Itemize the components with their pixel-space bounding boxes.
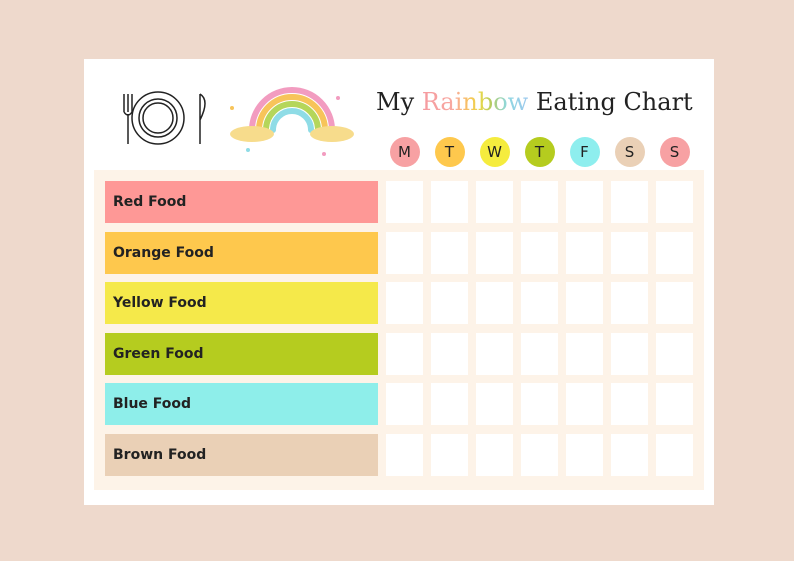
- day-circle: S: [614, 137, 645, 167]
- check-cell: [611, 231, 648, 274]
- header-illustration: [123, 87, 354, 156]
- title-prefix: My: [376, 88, 415, 116]
- check-cell: [476, 181, 513, 223]
- check-cell: [521, 231, 558, 274]
- row-label: Yellow Food: [105, 282, 378, 324]
- day-circle: T: [434, 137, 465, 167]
- day-circle: W: [479, 137, 510, 167]
- check-cell: [521, 433, 558, 476]
- day-circle: T: [524, 137, 555, 167]
- check-cell: [611, 282, 648, 324]
- check-cell: [386, 433, 423, 476]
- day-circle: M: [389, 137, 420, 167]
- check-cell: [656, 383, 693, 425]
- check-cell: [476, 332, 513, 375]
- check-cell: [566, 282, 603, 324]
- check-cell: [566, 433, 603, 476]
- check-cell: [431, 433, 468, 476]
- row-label: Red Food: [105, 181, 378, 223]
- check-cell: [521, 282, 558, 324]
- check-cell: [431, 231, 468, 274]
- check-cell: [566, 332, 603, 375]
- check-cell: [431, 181, 468, 223]
- row-label: Blue Food: [105, 383, 378, 425]
- check-cell: [611, 383, 648, 425]
- check-cell: [656, 332, 693, 375]
- check-cell: [521, 181, 558, 223]
- check-cell: [386, 181, 423, 223]
- check-cell: [476, 231, 513, 274]
- check-cell: [521, 332, 558, 375]
- check-cell: [656, 231, 693, 274]
- check-cell: [431, 282, 468, 324]
- check-cell: [611, 433, 648, 476]
- check-cell: [476, 433, 513, 476]
- check-cell: [386, 282, 423, 324]
- check-cell: [386, 332, 423, 375]
- title-highlight: Rainbow: [421, 88, 529, 116]
- chart-title: My Rainbow Eating Chart: [376, 88, 693, 116]
- check-cell: [566, 231, 603, 274]
- check-cell: [386, 383, 423, 425]
- row-label: Brown Food: [105, 433, 378, 476]
- check-cell: [656, 181, 693, 223]
- row-label: Orange Food: [105, 231, 378, 274]
- check-cell: [656, 282, 693, 324]
- check-cell: [386, 231, 423, 274]
- day-circle: S: [659, 137, 690, 167]
- check-cell: [611, 332, 648, 375]
- row-label: Green Food: [105, 332, 378, 375]
- check-cell: [431, 383, 468, 425]
- check-cell: [656, 433, 693, 476]
- check-cell: [521, 383, 558, 425]
- check-cell: [476, 282, 513, 324]
- check-cell: [566, 383, 603, 425]
- check-cell: [431, 332, 468, 375]
- check-cell: [476, 383, 513, 425]
- title-suffix: Eating Chart: [535, 88, 693, 116]
- day-circle: F: [569, 137, 600, 167]
- check-cell: [566, 181, 603, 223]
- check-cell: [611, 181, 648, 223]
